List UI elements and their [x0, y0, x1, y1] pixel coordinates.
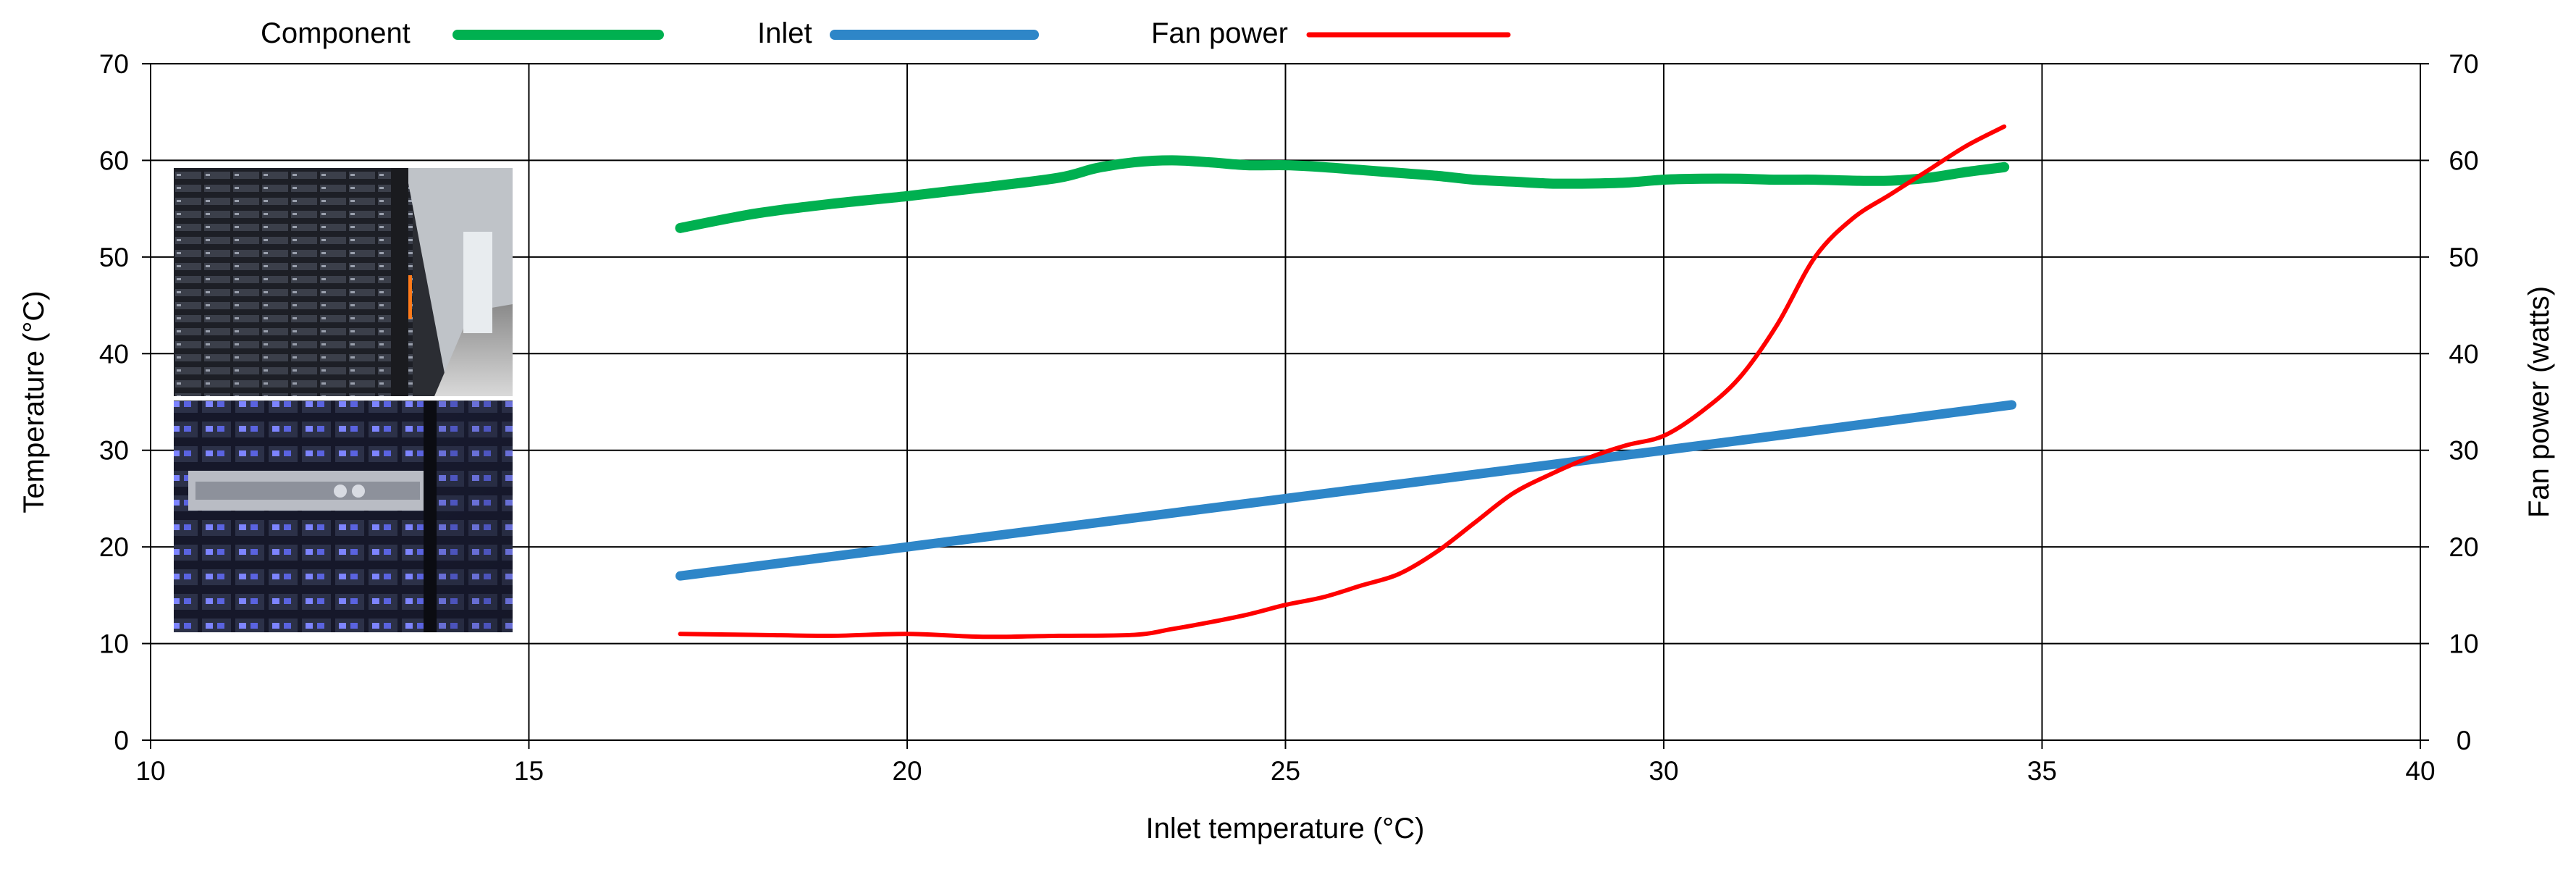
grid — [151, 64, 2420, 740]
y2-tick-label-50: 50 — [2449, 243, 2478, 272]
legend-label-component: Component — [261, 17, 411, 49]
y2-tick-label-60: 60 — [2449, 146, 2478, 175]
series-line-component — [675, 155, 2010, 233]
y-tick-label-10: 10 — [99, 629, 129, 659]
series-line-fan-power — [678, 124, 2007, 640]
y-tick-label-50: 50 — [99, 243, 129, 272]
y-axis-title: Temperature (°C) — [18, 290, 50, 513]
legend-entry-inlet: Inlet — [757, 17, 1039, 49]
y2-tick-label-0: 0 — [2457, 726, 2472, 755]
series-line-inlet — [675, 400, 2017, 581]
y2-tick-label-40: 40 — [2449, 339, 2478, 369]
y-tick-label-70: 70 — [99, 49, 129, 79]
legend-entry-fan-power: Fan power — [1151, 17, 1511, 49]
legend: Component Inlet Fan power — [261, 17, 1511, 49]
legend-label-inlet: Inlet — [757, 17, 812, 49]
legend-entry-component: Component — [261, 17, 664, 49]
x-tick-label-15: 15 — [514, 756, 544, 786]
x-tick-label-20: 20 — [892, 756, 922, 786]
y-tick-label-0: 0 — [114, 726, 129, 755]
y2-tick-label-10: 10 — [2449, 629, 2478, 659]
y2-tick-label-20: 20 — [2449, 532, 2478, 562]
y2-axis-title: Fan power (watts) — [2523, 286, 2555, 518]
y-tick-label-60: 60 — [99, 146, 129, 175]
y-tick-label-20: 20 — [99, 532, 129, 562]
y-tick-label-40: 40 — [99, 339, 129, 369]
x-axis-title: Inlet temperature (°C) — [1145, 813, 1424, 844]
y2-tick-label-70: 70 — [2449, 49, 2478, 79]
server-aisle-photo — [174, 168, 513, 396]
series-layer — [675, 124, 2017, 640]
axes: 10 15 20 25 30 35 4001020304050607001020304050… — [99, 49, 2479, 786]
x-tick-label-25: 25 — [1271, 756, 1300, 786]
x-tick-label-35: 35 — [2027, 756, 2057, 786]
x-tick-label-30: 30 — [1649, 756, 1678, 786]
x-tick-label-10: 10 — [135, 756, 165, 786]
y-tick-label-30: 30 — [99, 436, 129, 466]
server-rack-photo — [174, 401, 513, 632]
legend-label-fan-power: Fan power — [1151, 17, 1288, 49]
y2-tick-label-30: 30 — [2449, 436, 2478, 466]
x-tick-label-40: 40 — [2405, 756, 2435, 786]
